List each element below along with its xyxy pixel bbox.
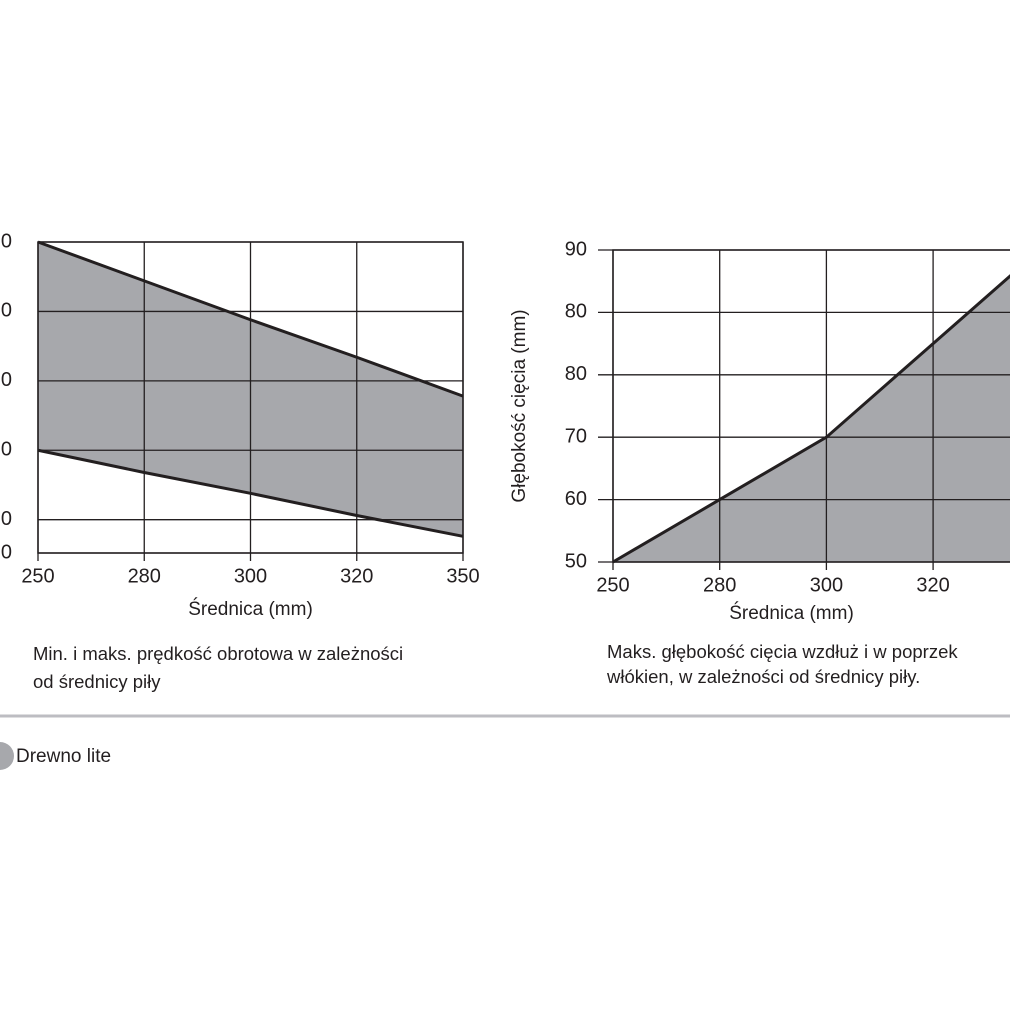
- x-tick-label: 280: [128, 565, 161, 587]
- x-tick-label: 250: [21, 565, 54, 587]
- y-tick-label: 70: [565, 425, 587, 447]
- section-marker: [0, 742, 14, 770]
- y-tick-label: 0: [1, 508, 12, 530]
- caption: Min. i maks. prędkość obrotowa w zależno…: [33, 643, 403, 664]
- x-tick-label: 250: [596, 574, 629, 596]
- y-tick-label: 80: [565, 363, 587, 385]
- y-tick-label: 60: [565, 488, 587, 510]
- y-tick-label: 0: [1, 300, 12, 322]
- x-tick-label: 320: [916, 574, 949, 596]
- series-line: [612, 274, 1010, 564]
- y-tick-label: 80: [565, 301, 587, 323]
- x-tick-label: 320: [340, 565, 373, 587]
- series-line: [37, 448, 464, 538]
- y-tick-label: 0: [1, 439, 12, 461]
- plot-frame: [37, 241, 464, 554]
- plot-frame: [612, 249, 1010, 563]
- x-axis-title: Średnica (mm): [188, 598, 313, 620]
- x-tick-label: 350: [446, 565, 479, 587]
- caption: Maks. głębokość cięcia wzdłuż i w poprze…: [607, 641, 958, 662]
- y-tick-label: 50: [565, 550, 587, 572]
- series-line: [37, 240, 464, 398]
- area-fill: [613, 276, 1010, 562]
- y-tick-label: 0: [1, 369, 12, 391]
- x-tick-label: 300: [810, 574, 843, 596]
- y-tick-label: 0: [1, 230, 12, 252]
- y-tick-label: 90: [565, 238, 587, 260]
- section-label: Drewno lite: [16, 746, 111, 767]
- caption: od średnicy piły: [33, 671, 161, 692]
- x-tick-label: 300: [234, 565, 267, 587]
- x-tick-label: 280: [703, 574, 736, 596]
- y-tick-label: 0: [1, 541, 12, 563]
- y-axis-title: Głębokość cięcia (mm): [509, 309, 530, 502]
- caption: włókien, w zależności od średnicy piły.: [606, 666, 920, 687]
- x-axis-title: Średnica (mm): [729, 602, 854, 624]
